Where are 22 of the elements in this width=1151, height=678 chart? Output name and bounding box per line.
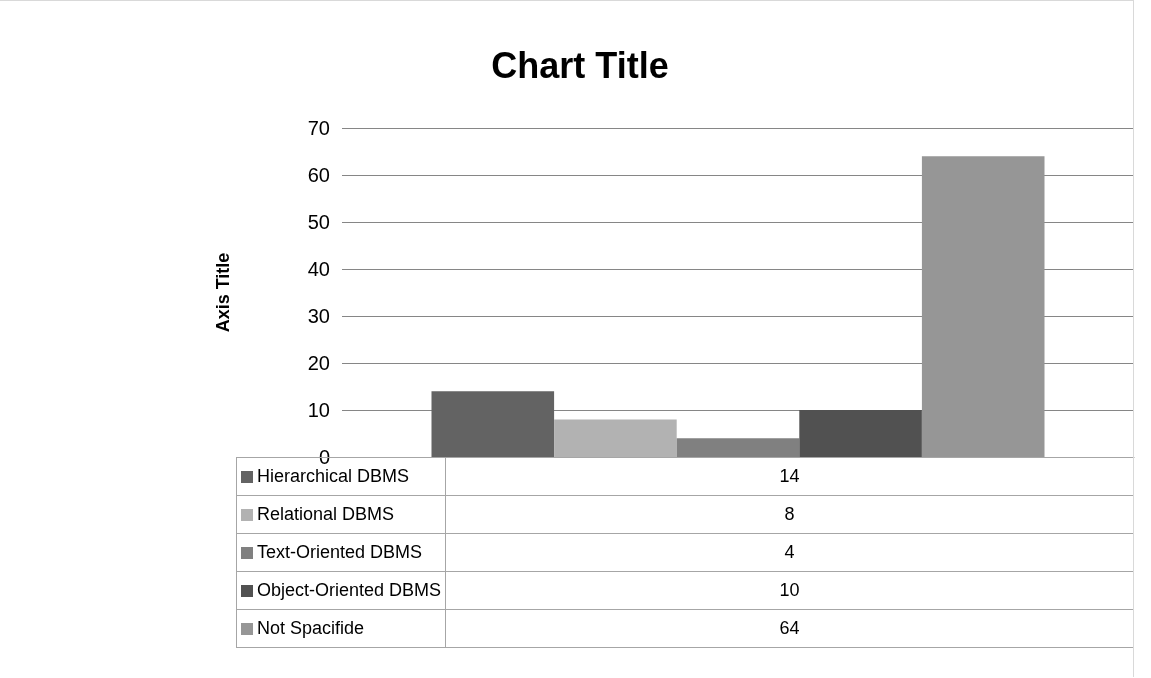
bar [799,410,922,457]
text: 14 [445,457,1134,496]
text: 64 [445,609,1134,648]
bar [921,156,1045,457]
bar [431,391,555,457]
chart-title: Chart Title [491,44,669,86]
y-tick-label: 60 [307,164,330,186]
y-tick-label: 20 [307,352,330,374]
legend-label: Object-Oriented DBMS [236,571,446,610]
y-tick-label: 40 [307,258,330,280]
y-axis-title: Axis Title [213,252,233,333]
legend-label: Relational DBMS [236,495,446,534]
y-tick-label: 50 [307,211,330,233]
bar [676,438,800,457]
y-tick-label: 70 [307,117,330,139]
text: 4 [445,533,1134,572]
y-tick-label: 10 [307,399,330,421]
text: 8 [445,495,1134,534]
legend-label: Text-Oriented DBMS [236,533,446,572]
legend-label: Not Spacifide [236,609,446,648]
y-tick-label: 30 [307,305,330,327]
text: 10 [445,571,1134,610]
